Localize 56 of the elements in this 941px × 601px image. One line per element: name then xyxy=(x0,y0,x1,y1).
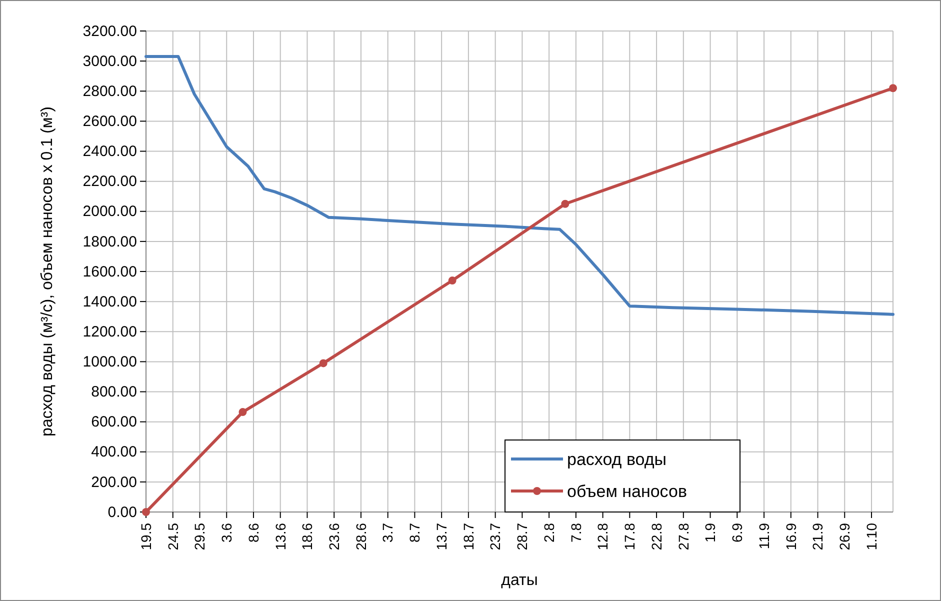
y-tick-label: 0.00 xyxy=(108,504,137,521)
x-tick-label: 19.5 xyxy=(138,522,154,550)
y-tick-label: 1200.00 xyxy=(82,323,137,340)
x-tick-label: 13.6 xyxy=(272,522,288,550)
point xyxy=(889,84,897,92)
y-axis-title: расход воды (м³/с), объем наносов х 0.1 (м³) xyxy=(39,106,56,436)
x-tick-label: 12.8 xyxy=(594,522,611,550)
point xyxy=(448,276,456,285)
point xyxy=(142,508,150,516)
y-tick-label: 2400.00 xyxy=(82,143,137,160)
x-tick-label: 28.7 xyxy=(514,522,530,550)
x-tick-label: 17.8 xyxy=(622,522,638,550)
x-axis-title: даты xyxy=(501,572,538,589)
x-tick-label: 28.6 xyxy=(352,522,369,550)
y-tick-label: 200.00 xyxy=(91,474,137,491)
x-tick-label: 6.9 xyxy=(729,522,746,542)
y-tick-label: 3200.00 xyxy=(82,22,137,40)
x-tick-label: 8.7 xyxy=(406,522,423,542)
legend-label: расход воды xyxy=(567,450,667,469)
x-tick-label: 2.8 xyxy=(540,522,557,542)
y-tick-label: 1400.00 xyxy=(82,293,137,310)
x-tick-label: 3.7 xyxy=(380,522,396,542)
x-tick-label: 29.5 xyxy=(192,522,208,550)
x-tick-label: 1.10 xyxy=(863,522,880,550)
y-tick-label: 1000.00 xyxy=(82,353,137,370)
line-series xyxy=(144,55,894,316)
x-tick-label: 7.8 xyxy=(568,522,584,542)
y-tick-label: 2000.00 xyxy=(82,203,137,220)
x-tick-label: 24.5 xyxy=(164,522,181,550)
y-tick-label: 2800.00 xyxy=(82,82,137,100)
x-tick-label: 3.6 xyxy=(218,522,235,542)
x-tick-label: 21.9 xyxy=(810,522,826,550)
point xyxy=(561,200,570,208)
x-tick-label: 11.9 xyxy=(756,522,772,550)
legend-label: объем наносов xyxy=(567,482,687,501)
point xyxy=(238,408,247,416)
x-tick-label: 23.6 xyxy=(326,522,342,550)
y-tick-label: 800.00 xyxy=(91,384,137,401)
y-tick-label: 2200.00 xyxy=(82,173,137,190)
x-tick-label: 22.8 xyxy=(648,522,664,550)
x-tick-label: 23.7 xyxy=(487,522,504,550)
x-tick-label: 27.8 xyxy=(675,522,692,550)
y-tick-label: 600.00 xyxy=(91,414,137,431)
x-tick-label: 26.9 xyxy=(836,522,853,550)
y-tick-label: 1800.00 xyxy=(82,233,137,250)
y-tick-label: 400.00 xyxy=(91,444,137,461)
point xyxy=(319,359,328,368)
x-tick-label: 1.9 xyxy=(702,522,718,542)
x-tick-label: 18.7 xyxy=(460,522,476,550)
y-tick-label: 3000.00 xyxy=(82,52,137,70)
x-tick-label: 8.6 xyxy=(245,522,262,542)
x-tick-label: 13.7 xyxy=(433,522,450,550)
x-tick-label: 18.6 xyxy=(299,522,316,550)
x-tick-label: 16.9 xyxy=(782,522,799,550)
y-tick-label: 1600.00 xyxy=(82,263,137,280)
y-tick-label: 2600.00 xyxy=(82,112,137,130)
